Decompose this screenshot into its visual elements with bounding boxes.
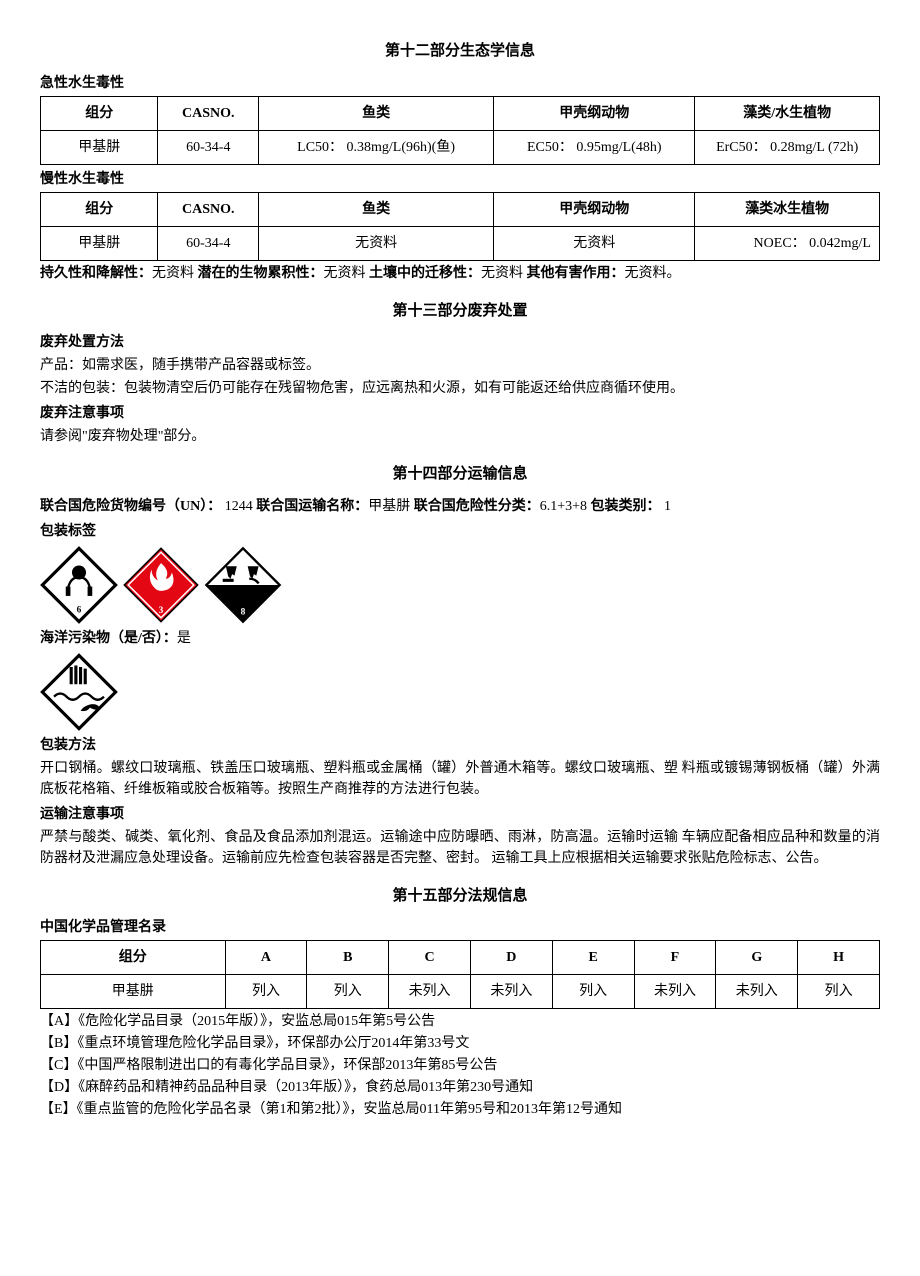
- cell-e: 列入: [552, 975, 634, 1009]
- bioacc-val: 无资料: [324, 266, 366, 281]
- packing-method-text: 开口钢桶。螺纹口玻璃瓶、铁盖压口玻璃瓶、塑料瓶或金属桶（罐）外普通木箱等。螺纹口…: [40, 758, 880, 800]
- th-casno: CASNO.: [158, 96, 259, 130]
- th-d: D: [470, 941, 552, 975]
- cell-casno: 60-34-4: [158, 226, 259, 260]
- transport-classification: 联合国危险货物编号（UN）： 1244 联合国运输名称：甲基肼 联合国危险性分类…: [40, 496, 880, 517]
- disposal-packaging-line: 不洁的包装：包装物清空后仍可能存在残留物危害，应远离热和火源，如有可能返还给供应…: [40, 378, 880, 399]
- ref-e: 【E】《重点监管的危险化学品名录（第1和第2批）》，安监总局011年第95号和2…: [40, 1099, 880, 1120]
- hazard-class-label: 联合国危险性分类：: [414, 499, 540, 514]
- th-casno: CASNO.: [158, 192, 259, 226]
- svg-text:3: 3: [159, 606, 164, 616]
- cell-casno: 60-34-4: [158, 130, 259, 164]
- ref-b: 【B】《重点环境管理危险化学品目录》，环保部办公厅2014年第33号文: [40, 1033, 880, 1054]
- cell-crustacean: 无资料: [494, 226, 695, 260]
- cell-algae: ErC50： 0.28mg/L (72h): [695, 130, 880, 164]
- acute-toxicity-label: 急性水生毒性: [40, 73, 880, 94]
- packing-group-label: 包装类别：: [591, 499, 661, 514]
- chronic-toxicity-table: 组分 CASNO. 鱼类 甲壳纲动物 藻类冰生植物 甲基肼 60-34-4 无资…: [40, 192, 880, 261]
- cell-a: 列入: [225, 975, 307, 1009]
- disposal-method-label: 废弃处置方法: [40, 332, 880, 353]
- hazard-pictograms: 6 3 8: [40, 546, 880, 624]
- chronic-toxicity-label: 慢性水生毒性: [40, 169, 880, 190]
- cell-h: 列入: [798, 975, 880, 1009]
- table-row: 甲基肼 60-34-4 无资料 无资料 NOEC： 0.042mg/L: [41, 226, 880, 260]
- ref-c: 【C】《中国严格限制进出口的有毒化学品目录》，环保部2013年第85号公告: [40, 1055, 880, 1076]
- th-component: 组分: [41, 192, 158, 226]
- un-number-value: 1244: [221, 499, 256, 514]
- marine-pollutant-label: 海洋污染物（是/否）：: [40, 631, 177, 646]
- flammable-diamond-icon: 3: [122, 546, 200, 624]
- section14-title: 第十四部分运输信息: [40, 463, 880, 486]
- th-c: C: [389, 941, 471, 975]
- packing-group-value: 1: [661, 499, 672, 514]
- th-crustacean: 甲壳纲动物: [494, 192, 695, 226]
- svg-text:8: 8: [241, 607, 246, 617]
- svg-text:6: 6: [77, 605, 82, 615]
- table-row: 甲基肼 60-34-4 LC50： 0.38mg/L(96h)(鱼) EC50：…: [41, 130, 880, 164]
- table-row: 甲基肼 列入 列入 未列入 未列入 列入 未列入 未列入 列入: [41, 975, 880, 1009]
- th-e: E: [552, 941, 634, 975]
- th-crustacean: 甲壳纲动物: [494, 96, 695, 130]
- th-g: G: [716, 941, 798, 975]
- section15-title: 第十五部分法规信息: [40, 885, 880, 908]
- cell-f: 未列入: [634, 975, 716, 1009]
- th-f: F: [634, 941, 716, 975]
- disposal-caution-label: 废弃注意事项: [40, 403, 880, 424]
- transport-caution-label: 运输注意事项: [40, 804, 880, 825]
- th-a: A: [225, 941, 307, 975]
- packing-method-label: 包装方法: [40, 735, 880, 756]
- section12-title: 第十二部分生态学信息: [40, 40, 880, 63]
- regulatory-table: 组分 A B C D E F G H 甲基肼 列入 列入 未列入 未列入 列入 …: [40, 940, 880, 1009]
- hazard-class-value: 6.1+3+8: [540, 499, 591, 514]
- soil-val: 无资料: [481, 266, 523, 281]
- bioacc-label: 潜在的生物累积性：: [198, 266, 324, 281]
- th-h: H: [798, 941, 880, 975]
- packaging-label-label: 包装标签: [40, 521, 880, 542]
- th-component: 组分: [41, 96, 158, 130]
- toxic-diamond-icon: 6: [40, 546, 118, 624]
- acute-toxicity-table: 组分 CASNO. 鱼类 甲壳纲动物 藻类/水生植物 甲基肼 60-34-4 L…: [40, 96, 880, 165]
- other-val: 无资料。: [625, 266, 681, 281]
- cell-b: 列入: [307, 975, 389, 1009]
- persist-label: 持久性和降解性：: [40, 266, 152, 281]
- cell-component: 甲基肼: [41, 975, 226, 1009]
- cell-crustacean: EC50： 0.95mg/L(48h): [494, 130, 695, 164]
- shipping-name-label: 联合国运输名称：: [256, 499, 368, 514]
- cell-fish: 无资料: [259, 226, 494, 260]
- th-algae: 藻类冰生植物: [695, 192, 880, 226]
- shipping-name-value: 甲基肼: [368, 499, 414, 514]
- cell-g: 未列入: [716, 975, 798, 1009]
- section12-notes: 持久性和降解性：无资料 潜在的生物累积性：无资料 土壤中的迁移性：无资料 其他有…: [40, 263, 880, 284]
- th-algae: 藻类/水生植物: [695, 96, 880, 130]
- th-fish: 鱼类: [259, 192, 494, 226]
- cell-algae: NOEC： 0.042mg/L: [695, 226, 880, 260]
- cell-component: 甲基肼: [41, 226, 158, 260]
- marine-pictogram-row: [40, 653, 880, 731]
- disposal-product-line: 产品：如需求医，随手携带产品容器或标签。: [40, 355, 880, 376]
- marine-pollutant-diamond-icon: [40, 653, 118, 731]
- transport-caution-text: 严禁与酸类、碱类、氧化剂、食品及食品添加剂混运。运输途中应防曝晒、雨淋，防高温。…: [40, 827, 880, 869]
- corrosive-diamond-icon: 8: [204, 546, 282, 624]
- marine-pollutant-value: 是: [177, 631, 191, 646]
- ref-d: 【D】《麻醉药品和精神药品品种目录（2013年版）》，食药总局013年第230号…: [40, 1077, 880, 1098]
- th-fish: 鱼类: [259, 96, 494, 130]
- cell-d: 未列入: [470, 975, 552, 1009]
- marine-pollutant-line: 海洋污染物（是/否）：是: [40, 628, 880, 649]
- un-number-label: 联合国危险货物编号（UN）：: [40, 499, 221, 514]
- section13-title: 第十三部分废弃处置: [40, 300, 880, 323]
- catalog-label: 中国化学品管理名录: [40, 917, 880, 938]
- soil-label: 土壤中的迁移性：: [369, 266, 481, 281]
- cell-component: 甲基肼: [41, 130, 158, 164]
- th-b: B: [307, 941, 389, 975]
- other-label: 其他有害作用：: [527, 266, 625, 281]
- persist-val: 无资料: [152, 266, 194, 281]
- cell-c: 未列入: [389, 975, 471, 1009]
- th-component: 组分: [41, 941, 226, 975]
- disposal-caution-line: 请参阅"废弃物处理"部分。: [40, 426, 880, 447]
- ref-a: 【A】《危险化学品目录（2015年版）》，安监总局015年第5号公告: [40, 1011, 880, 1032]
- cell-fish: LC50： 0.38mg/L(96h)(鱼): [259, 130, 494, 164]
